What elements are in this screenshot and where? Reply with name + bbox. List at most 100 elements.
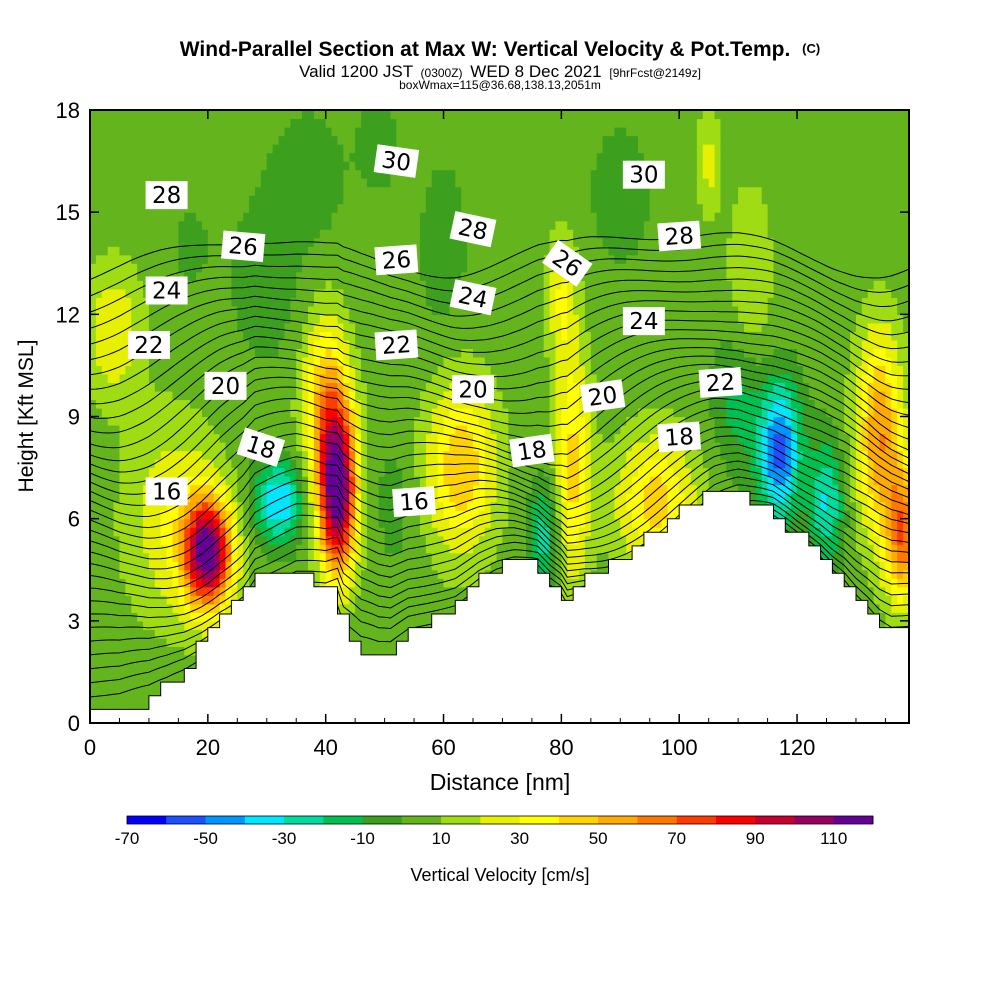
velocity-cell [308,484,315,494]
velocity-cell [449,578,456,588]
velocity-cell [472,339,480,349]
velocity-cell [178,671,185,682]
velocity-cell [313,459,321,469]
velocity-cell [467,416,474,426]
velocity-cell [143,595,150,605]
velocity-cell [366,450,374,460]
velocity-cell [207,493,215,503]
velocity-cell [260,552,268,562]
velocity-cell [101,399,109,409]
velocity-cell [384,476,392,486]
velocity-cell [172,544,179,554]
velocity-cell [148,399,156,409]
velocity-cell [472,152,480,162]
velocity-cell [355,620,362,630]
velocity-cell [484,135,492,145]
velocity-cell [361,544,368,554]
velocity-cell [113,382,121,392]
velocity-cell [160,356,168,367]
velocity-cell [90,254,97,264]
velocity-cell [184,620,191,630]
velocity-cell [190,663,197,673]
velocity-cell [107,356,115,367]
velocity-cell [125,382,132,392]
velocity-cell [308,561,315,571]
velocity-cell [107,671,115,682]
velocity-cell [160,544,168,554]
velocity-cell [319,297,327,307]
velocity-cell [490,433,498,443]
velocity-cell [137,671,144,682]
velocity-cell [231,195,238,205]
velocity-cell [419,203,427,213]
velocity-cell [461,161,468,171]
velocity-cell [296,212,303,222]
velocity-cell [319,178,327,188]
velocity-cell [372,229,380,239]
velocity-cell [461,518,468,528]
velocity-cell [437,484,445,494]
velocity-cell [296,535,303,545]
velocity-cell [313,569,321,579]
velocity-cell [296,195,303,205]
velocity-cell [143,518,150,528]
velocity-cell [207,288,215,298]
velocity-cell [472,510,480,520]
velocity-cell [107,212,115,222]
velocity-cell [478,135,486,145]
velocity-cell [154,561,162,571]
velocity-cell [313,127,321,137]
velocity-cell [337,297,344,307]
velocity-cell [431,425,439,435]
velocity-cell [337,459,344,469]
velocity-cell [90,680,97,690]
velocity-cell [184,586,191,596]
velocity-cell [419,280,427,290]
velocity-cell [343,595,350,605]
velocity-cell [313,229,321,239]
velocity-cell [178,169,185,179]
velocity-cell [166,169,174,179]
velocity-cell [331,322,339,332]
velocity-cell [449,118,456,128]
velocity-cell [201,527,209,537]
velocity-cell [225,433,233,443]
velocity-cell [90,229,97,239]
velocity-cell [437,135,445,145]
velocity-cell [319,373,327,384]
velocity-cell [225,271,233,281]
velocity-cell [278,263,286,273]
velocity-cell [425,203,433,213]
velocity-cell [402,433,409,443]
velocity-cell [437,339,445,349]
velocity-cell [178,373,185,384]
velocity-cell [131,246,138,256]
velocity-cell [484,212,492,222]
velocity-cell [449,476,456,486]
velocity-cell [107,646,115,656]
velocity-cell [308,373,315,384]
velocity-cell [243,314,250,324]
velocity-cell [302,433,309,443]
velocity-cell [390,178,397,188]
velocity-cell [390,127,397,137]
velocity-cell [184,118,191,128]
velocity-cell [337,144,344,154]
velocity-cell [431,280,439,290]
velocity-cell [125,476,132,486]
velocity-cell [172,348,179,358]
velocity-cell [272,288,280,298]
velocity-cell [467,178,474,188]
velocity-cell [408,144,415,154]
velocity-cell [284,229,291,239]
velocity-cell [331,135,339,145]
chart-subtitle-valid: Valid 1200 JST [299,62,413,81]
velocity-cell [95,467,103,477]
velocity-cell [384,280,392,290]
velocity-cell [343,169,350,179]
velocity-cell [113,212,121,222]
velocity-cell [337,493,344,503]
velocity-cell [366,518,374,528]
velocity-cell [131,271,138,281]
velocity-cell [349,178,356,188]
